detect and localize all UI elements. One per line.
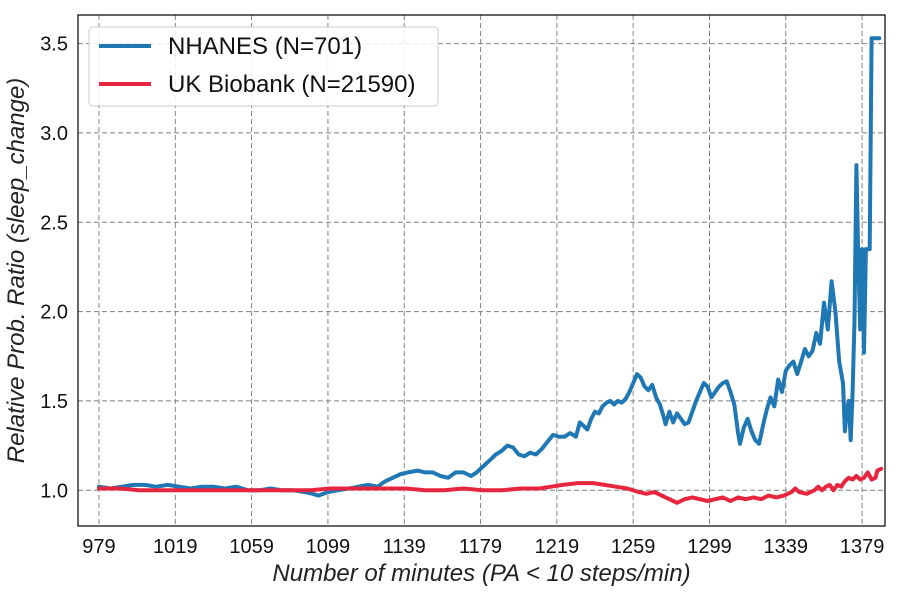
legend-label-ukbiobank: UK Biobank (N=21590) (168, 71, 415, 98)
axis-ticks: 979 1019 1059 1099 1139 1179 1219 1259 1299 1339 1… (40, 34, 884, 558)
series-lines (97, 36, 884, 505)
series-line-ukbiobank (97, 466, 884, 505)
x-tick-label: 1219 (535, 536, 580, 558)
x-tick-label: 1379 (840, 536, 885, 558)
y-tick-label: 3.5 (40, 34, 68, 56)
legend-box (88, 26, 439, 107)
y-axis-label: Relative Prob. Ratio (sleep_change) (3, 78, 30, 464)
x-tick-label: 979 (82, 536, 115, 558)
x-tick-label: 1339 (764, 536, 809, 558)
y-tick-label: 1.0 (40, 480, 68, 502)
x-axis-label: Number of minutes (PA < 10 steps/min) (272, 560, 690, 587)
x-tick-label: 1099 (306, 536, 351, 558)
y-tick-label: 2.0 (40, 302, 68, 324)
x-tick-label: 1259 (611, 536, 656, 558)
legend: NHANES (N=701) UK Biobank (N=21590) (88, 26, 439, 107)
x-tick-label: 1299 (687, 536, 732, 558)
y-tick-label: 3.0 (40, 123, 68, 145)
legend-label-nhanes: NHANES (N=701) (168, 33, 362, 60)
x-tick-label: 1059 (229, 536, 274, 558)
y-tick-label: 1.5 (40, 391, 68, 413)
x-tick-label: 1179 (459, 536, 502, 558)
x-tick-label: 1139 (383, 536, 426, 558)
grid-lines (78, 15, 885, 526)
plot-area-frame (77, 14, 886, 527)
y-tick-label: 2.5 (40, 212, 68, 234)
x-tick-label: 1019 (153, 536, 198, 558)
